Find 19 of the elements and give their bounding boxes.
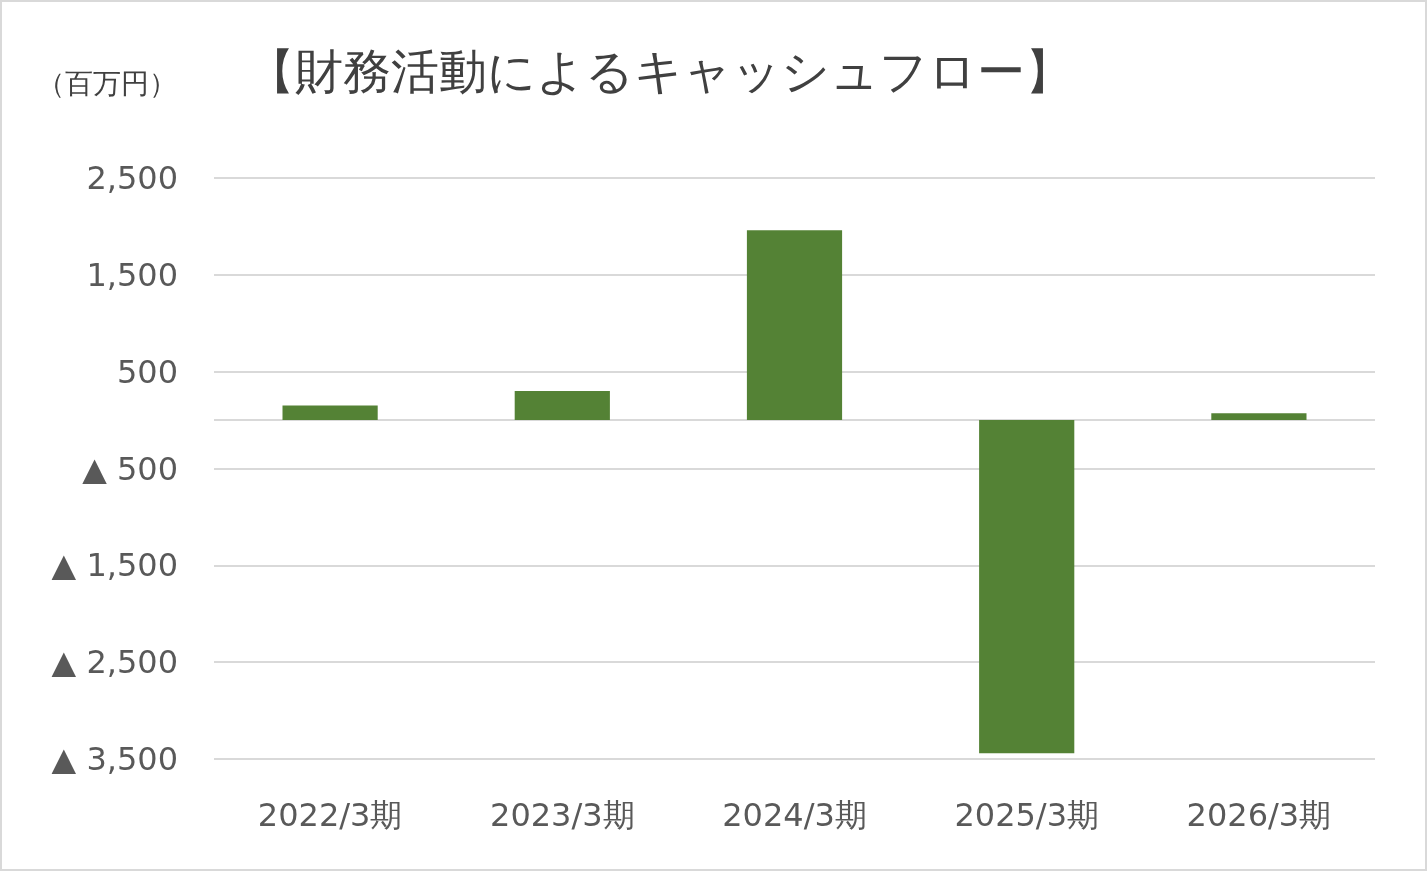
y-axis-title: （百万円） [37, 66, 177, 100]
bar [1211, 413, 1307, 421]
x-tick-label: 2024/3期 [722, 796, 867, 834]
y-tick-label: 500 [116, 352, 178, 391]
x-tick-label: 2022/3期 [257, 796, 403, 834]
chart-title: 【財務活動によるキャッシュフロー】 [247, 43, 1073, 99]
y-tick-label: 1,500 [86, 255, 178, 294]
bar [979, 420, 1075, 754]
x-tick-label: 2023/3期 [490, 796, 635, 834]
y-tick-label: ▲ 3,500 [51, 740, 178, 778]
bar [282, 405, 378, 421]
y-tick-label: 2,500 [86, 159, 178, 197]
bar [746, 230, 843, 421]
x-tick-label: 2026/3期 [1186, 796, 1332, 834]
y-tick-label: ▲ 2,500 [51, 643, 178, 682]
bar [514, 391, 610, 421]
y-tick-label: ▲ 500 [82, 449, 178, 488]
x-tick-label: 2025/3期 [954, 796, 1099, 834]
y-tick-label: ▲ 1,500 [51, 546, 178, 585]
